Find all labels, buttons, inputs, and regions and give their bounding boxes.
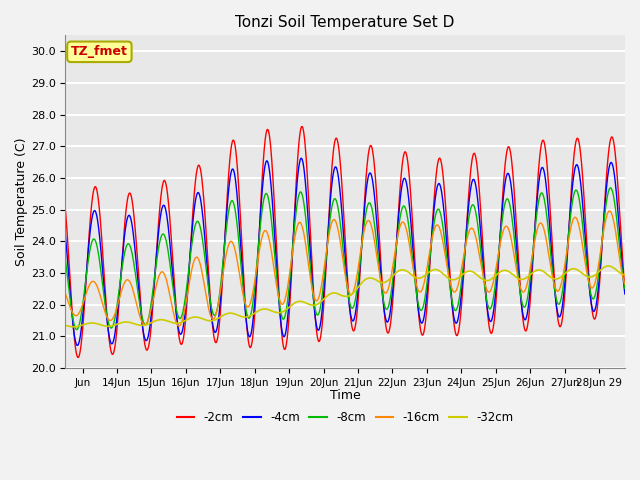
-2cm [448,296,456,302]
-2cm [61,206,69,212]
-4cm [298,156,305,161]
Line: -32cm: -32cm [65,266,625,327]
Text: TZ_fmet: TZ_fmet [71,45,128,58]
-32cm [621,272,628,277]
-32cm [315,300,323,306]
Line: -4cm: -4cm [65,158,625,346]
-16cm [621,281,628,287]
-2cm [162,180,170,186]
-8cm [61,257,69,263]
Legend: -2cm, -4cm, -8cm, -16cm, -32cm: -2cm, -4cm, -8cm, -16cm, -32cm [172,407,518,429]
-32cm [61,323,69,328]
-16cm [315,295,323,300]
-16cm [348,291,356,297]
-4cm [74,343,81,348]
-4cm [348,318,356,324]
-32cm [348,291,356,297]
-4cm [72,340,80,346]
-8cm [621,286,628,291]
-8cm [447,294,455,300]
-8cm [162,237,170,242]
-2cm [298,124,306,130]
-2cm [586,281,593,287]
-2cm [74,355,82,360]
-16cm [162,274,170,280]
-2cm [72,348,80,353]
-16cm [72,313,80,319]
-4cm [61,232,69,238]
-16cm [61,291,69,297]
Y-axis label: Soil Temperature (C): Soil Temperature (C) [15,137,28,266]
-4cm [621,291,628,297]
-4cm [448,298,456,304]
X-axis label: Time: Time [330,389,360,402]
-8cm [607,185,614,191]
-16cm [605,208,613,214]
-16cm [447,284,455,290]
-32cm [72,324,80,330]
-8cm [586,283,593,288]
Line: -8cm: -8cm [65,188,625,330]
-16cm [586,280,593,286]
-2cm [316,338,323,344]
-8cm [73,327,81,333]
-8cm [315,311,323,317]
-2cm [621,288,628,293]
-2cm [348,325,356,331]
Line: -16cm: -16cm [65,211,625,326]
-4cm [316,326,323,332]
Title: Tonzi Soil Temperature Set D: Tonzi Soil Temperature Set D [236,15,455,30]
-32cm [70,324,77,330]
Line: -2cm: -2cm [65,127,625,358]
-32cm [604,263,612,269]
-4cm [162,207,170,213]
-8cm [72,326,80,332]
-16cm [175,323,182,329]
-4cm [586,287,593,293]
-32cm [586,274,593,280]
-32cm [447,277,455,283]
-32cm [162,318,170,324]
-8cm [348,305,356,311]
